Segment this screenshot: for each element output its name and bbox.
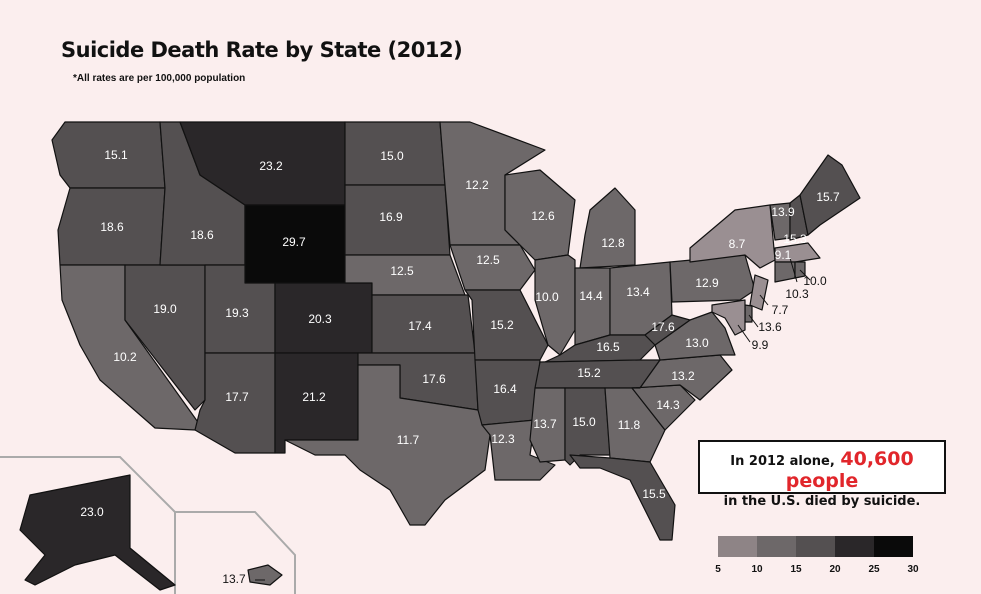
state-label-nh: 15.3 <box>783 232 807 246</box>
state-label-pa: 12.9 <box>695 276 719 290</box>
state-label-ks: 17.4 <box>408 319 432 333</box>
state-label-nd: 15.0 <box>380 149 404 163</box>
state-label-mn: 12.2 <box>465 178 489 192</box>
state-tx[interactable] <box>284 364 491 526</box>
state-ga[interactable] <box>604 387 666 463</box>
state-label-oh: 13.4 <box>626 285 650 299</box>
legend-tick: 30 <box>907 564 919 575</box>
state-label-nj: 7.7 <box>772 303 789 317</box>
state-de[interactable] <box>744 304 753 323</box>
state-label-me: 15.7 <box>816 190 840 204</box>
callout-prefix: In 2012 alone, <box>730 454 835 469</box>
state-label-mo: 15.2 <box>490 318 514 332</box>
state-label-ut: 19.3 <box>225 306 249 320</box>
state-label-al: 15.0 <box>572 415 596 429</box>
state-label-ne: 12.5 <box>390 264 414 278</box>
state-label-nm: 21.2 <box>302 390 326 404</box>
callout-highlight: 40,600 people <box>785 448 914 492</box>
state-label-ia: 12.5 <box>476 253 500 267</box>
state-label-mt: 23.2 <box>259 159 283 173</box>
state-label-ga: 11.8 <box>618 418 641 432</box>
legend-swatch <box>796 536 835 557</box>
state-ia[interactable] <box>449 244 536 291</box>
state-label-ky: 16.5 <box>596 340 620 354</box>
state-label-fl: 15.5 <box>642 487 666 501</box>
state-label-co: 20.3 <box>308 312 332 326</box>
legend-swatch <box>835 536 874 557</box>
state-il[interactable] <box>534 254 576 356</box>
alaska-inset-border <box>0 456 176 594</box>
state-label-tx: 11.7 <box>397 433 420 447</box>
state-label-ms: 13.7 <box>533 417 557 431</box>
state-ny[interactable] <box>689 204 776 269</box>
state-label-sc: 14.3 <box>656 398 680 412</box>
state-label-wa: 15.1 <box>104 148 128 162</box>
state-label-ak: 23.0 <box>80 505 104 519</box>
state-label-ny: 8.7 <box>729 237 746 251</box>
state-me[interactable] <box>799 154 861 236</box>
state-label-wi: 12.6 <box>531 209 555 223</box>
legend-swatch <box>757 536 796 557</box>
state-label-md: 9.9 <box>752 338 769 352</box>
state-label-az: 17.7 <box>225 390 249 404</box>
state-wv[interactable] <box>644 314 691 346</box>
state-label-il: 10.0 <box>535 290 559 304</box>
rate-note: *All rates are per 100,000 population <box>73 73 246 84</box>
state-label-ri: 10.0 <box>803 274 827 288</box>
state-md[interactable] <box>711 299 746 336</box>
state-label-hi: 13.7 <box>222 572 246 586</box>
callout-line2: in the U.S. died by suicide. <box>723 494 921 509</box>
state-in[interactable] <box>574 267 611 346</box>
leader-lines <box>255 257 811 581</box>
state-label-nc: 13.2 <box>671 369 695 383</box>
state-label-mi: 12.8 <box>601 236 625 250</box>
state-label-sd: 16.9 <box>379 210 403 224</box>
state-nj[interactable] <box>749 274 769 311</box>
state-label-ok: 17.6 <box>422 372 446 386</box>
state-label-in: 14.4 <box>579 289 603 303</box>
state-label-ar: 16.4 <box>493 382 517 396</box>
state-hi[interactable] <box>247 564 283 586</box>
state-label-wv: 17.6 <box>651 320 675 334</box>
state-label-ca: 10.2 <box>113 350 137 364</box>
state-label-va: 13.0 <box>685 336 709 350</box>
legend-tick: 10 <box>751 564 763 575</box>
state-label-wy: 29.7 <box>282 235 306 249</box>
state-label-nv: 19.0 <box>153 302 177 316</box>
state-label-ma: 9.1 <box>775 248 792 262</box>
state-label-ct: 10.3 <box>785 287 809 301</box>
state-label-id: 18.6 <box>190 228 214 242</box>
state-label-de: 13.6 <box>758 320 782 334</box>
map-title: Suicide Death Rate by State (2012) <box>61 38 463 62</box>
legend-tick: 5 <box>715 564 721 575</box>
legend-swatch <box>718 536 757 557</box>
legend-tick: 15 <box>790 564 802 575</box>
state-mi[interactable] <box>579 187 636 269</box>
state-ms[interactable] <box>529 387 566 463</box>
state-va[interactable] <box>654 311 736 361</box>
state-label-tn: 15.2 <box>577 366 601 380</box>
legend-tick: 20 <box>829 564 841 575</box>
state-ma[interactable] <box>774 242 821 263</box>
state-label-la: 12.3 <box>491 432 515 446</box>
legend-swatch <box>874 536 913 557</box>
state-label-vt: 13.9 <box>771 205 795 219</box>
state-label-or: 18.6 <box>100 220 124 234</box>
state-fl[interactable] <box>569 454 676 541</box>
hawaii-inset-border <box>175 511 296 594</box>
state-ak[interactable] <box>19 474 176 591</box>
callout-box: In 2012 alone, 40,600 people in the U.S.… <box>698 440 946 509</box>
legend-tick: 25 <box>868 564 880 575</box>
